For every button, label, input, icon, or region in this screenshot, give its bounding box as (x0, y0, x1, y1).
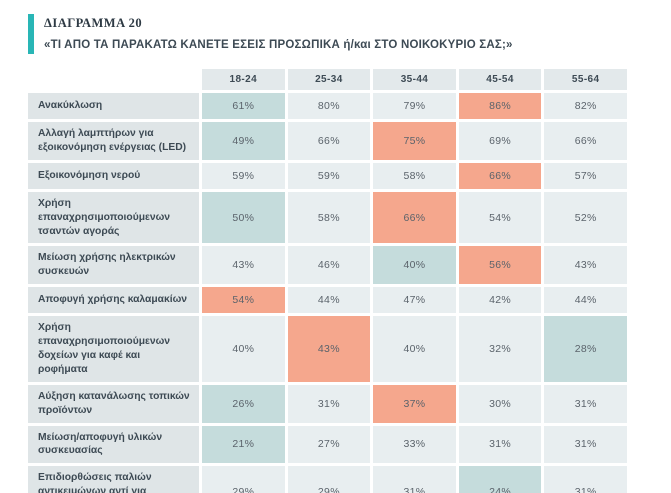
table-row: Εξοικονόμηση νερού 59% 59% 58% 66% 57% (28, 162, 627, 189)
value-cell: 59% (287, 162, 371, 189)
column-header: 45-54 (458, 69, 542, 90)
value-cell: 27% (287, 425, 371, 464)
value-cell: 80% (287, 93, 371, 119)
table-row: Χρήση επαναχρησιμοποιούμενων τσαντών αγο… (28, 191, 627, 244)
value-cell: 57% (544, 162, 627, 189)
value-cell: 33% (373, 425, 456, 464)
row-label: Αύξηση κατανάλωσης τοπικών προϊόντων (28, 384, 199, 423)
row-label: Ανακύκλωση (28, 93, 199, 119)
value-cell: 50% (202, 191, 285, 244)
value-cell: 58% (373, 162, 456, 189)
corner-cell (28, 69, 199, 90)
value-cell: 31% (373, 466, 456, 493)
row-label: Χρήση επαναχρησιμοποιούμενων τσαντών αγο… (28, 191, 199, 244)
value-cell: 43% (287, 316, 371, 382)
table-row: Επιδιορθώσεις παλιών αντικειμώνων αντί γ… (28, 466, 627, 493)
row-label: Αποφυγή χρήσης καλαμακίων (28, 287, 199, 314)
value-cell: 31% (544, 384, 627, 423)
value-cell: 28% (544, 316, 627, 382)
value-cell: 46% (287, 246, 371, 285)
value-cell: 31% (287, 384, 371, 423)
value-cell: 49% (202, 122, 285, 160)
value-cell: 52% (544, 191, 627, 244)
value-cell: 31% (544, 425, 627, 464)
value-cell: 82% (544, 93, 627, 119)
table-row: Ανακύκλωση 61% 80% 79% 86% 82% (28, 93, 627, 119)
column-header-row: 18-24 25-34 35-44 45-54 55-64 (28, 69, 627, 90)
value-cell: 66% (373, 191, 456, 244)
value-cell: 26% (202, 384, 285, 423)
value-cell: 31% (544, 466, 627, 493)
value-cell: 40% (373, 316, 456, 382)
table-row: Μείωση χρήσης ηλεκτρικών συσκευών 43% 46% 4… (28, 246, 627, 285)
column-header: 55-64 (544, 69, 627, 90)
value-cell: 58% (287, 191, 371, 244)
value-cell: 59% (202, 162, 285, 189)
table-row: Αποφυγή χρήσης καλαμακίων 54% 44% 47% 42% 44% (28, 287, 627, 314)
value-cell: 42% (458, 287, 542, 314)
value-cell: 66% (458, 162, 542, 189)
value-cell: 79% (373, 93, 456, 119)
row-label: Χρήση επαναχρησιμοποιούμενων δοχείων για… (28, 316, 199, 382)
value-cell: 66% (287, 122, 371, 160)
value-cell: 29% (202, 466, 285, 493)
value-cell: 54% (202, 287, 285, 314)
value-cell: 37% (373, 384, 456, 423)
value-cell: 69% (458, 122, 542, 160)
value-cell: 21% (202, 425, 285, 464)
value-cell: 75% (373, 122, 456, 160)
value-cell: 56% (458, 246, 542, 285)
value-cell: 47% (373, 287, 456, 314)
table-body: Ανακύκλωση 61% 80% 79% 86% 82% Αλλαγή λαμπτήρω… (28, 93, 627, 493)
diagram-number: ΔΙΑΓΡΑΜΜΑ 20 (44, 16, 143, 30)
value-cell: 40% (202, 316, 285, 382)
column-header: 35-44 (373, 69, 456, 90)
value-cell: 29% (287, 466, 371, 493)
value-cell: 44% (544, 287, 627, 314)
column-header: 25-34 (287, 69, 371, 90)
chart-title: «ΤΙ ΑΠΟ ΤΑ ΠΑΡΑΚΑΤΩ ΚΑΝΕΤΕ ΕΣΕΙΣ ΠΡΟΣΩΠΙ… (44, 39, 513, 51)
column-header: 18-24 (202, 69, 285, 90)
value-cell: 66% (544, 122, 627, 160)
row-label: Μείωση/αποφυγή υλικών συσκευασίας (28, 425, 199, 464)
row-label: Επιδιορθώσεις παλιών αντικειμώνων αντί γ… (28, 466, 199, 493)
table-row: Αύξηση κατανάλωσης τοπικών προϊόντων 26% 3… (28, 384, 627, 423)
value-cell: 31% (458, 425, 542, 464)
value-cell: 40% (373, 246, 456, 285)
value-cell: 44% (287, 287, 371, 314)
value-cell: 61% (202, 93, 285, 119)
value-cell: 30% (458, 384, 542, 423)
row-label: Αλλαγή λαμπτήρων για εξοικονόμηση ενέργε… (28, 122, 199, 160)
table-row: Αλλαγή λαμπτήρων για εξοικονόμηση ενέργε… (28, 122, 627, 160)
value-cell: 54% (458, 191, 542, 244)
row-label: Εξοικονόμηση νερού (28, 162, 199, 189)
value-cell: 24% (458, 466, 542, 493)
value-cell: 32% (458, 316, 542, 382)
table-row: Μείωση/αποφυγή υλικών συσκευασίας 21% 27% 3… (28, 425, 627, 464)
table-row: Χρήση επαναχρησιμοποιούμενων δοχείων για… (28, 316, 627, 382)
chart-header: ΔΙΑΓΡΑΜΜΑ 20 «ΤΙ ΑΠΟ ΤΑ ΠΑΡΑΚΑΤΩ ΚΑΝΕΤΕ … (28, 14, 649, 54)
row-label: Μείωση χρήσης ηλεκτρικών συσκευών (28, 246, 199, 285)
value-cell: 43% (202, 246, 285, 285)
value-cell: 86% (458, 93, 542, 119)
heatmap-table: 18-24 25-34 35-44 45-54 55-64 Ανακύκλωση 61% 8… (25, 66, 630, 493)
value-cell: 43% (544, 246, 627, 285)
